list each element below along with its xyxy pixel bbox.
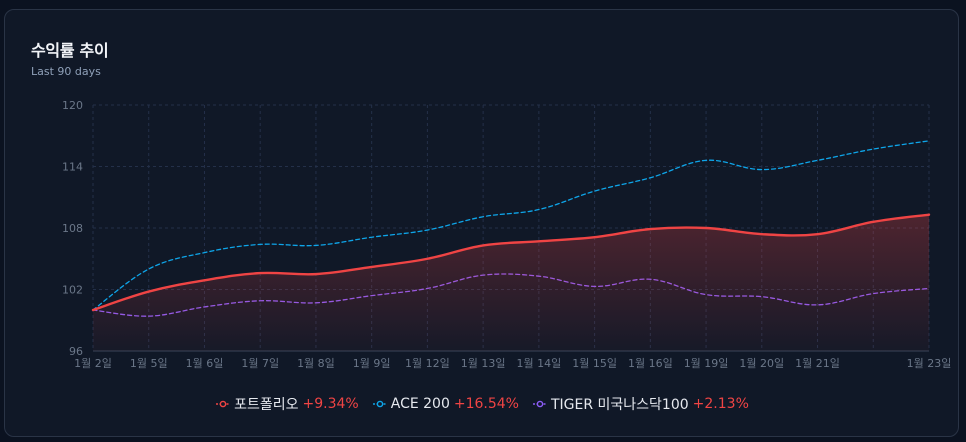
x-tick-label: 1월 12일	[405, 356, 450, 370]
chart-card: 수익률 추이 Last 90 days 96 102 108 114 120 1월 2일…	[4, 9, 959, 437]
y-tick-label: 120	[62, 99, 83, 112]
x-tick-label: 1월 23일	[907, 356, 952, 370]
legend-change: +2.13%	[692, 396, 749, 412]
legend-item-tiger-nasdaq100[interactable]: TIGER 미국나스닥100 +2.13%	[532, 394, 749, 414]
x-tick-label: 1월 13일	[461, 356, 506, 370]
legend-line-icon	[372, 400, 387, 408]
chart-title: 수익률 추이	[31, 41, 109, 60]
y-tick-label: 108	[62, 222, 83, 235]
legend-change: +9.34%	[302, 396, 359, 412]
series-area-포트폴리오	[93, 214, 929, 351]
y-axis: 96 102 108 114 120	[62, 99, 83, 358]
x-tick-label: 1월 5일	[130, 356, 168, 370]
x-tick-label: 1월 21일	[795, 356, 840, 370]
y-tick-label: 96	[69, 345, 83, 358]
x-tick-label: 1월 20일	[739, 356, 784, 370]
legend-line-icon	[216, 400, 231, 408]
legend-label: 포트폴리오	[234, 397, 299, 413]
x-tick-label: 1월 9일	[353, 356, 391, 370]
legend-line-icon	[532, 400, 547, 408]
legend-item-ace200[interactable]: ACE 200 +16.54%	[372, 394, 519, 414]
series-line-포트폴리오	[91, 213, 931, 312]
legend-label: TIGER 미국나스닥100	[550, 397, 689, 413]
y-tick-label: 114	[62, 161, 83, 174]
series	[91, 140, 931, 351]
legend-label: ACE 200	[390, 396, 450, 412]
line-chart: 96 102 108 114 120 1월 2일 1월 5일 1월 6일 1월 7일 1월 8일…	[62, 99, 952, 370]
x-axis: 1월 2일 1월 5일 1월 6일 1월 7일 1월 8일 1월 9일 1월 12일 1월 1…	[74, 350, 952, 370]
x-tick-label: 1월 19일	[684, 356, 729, 370]
x-tick-label: 1월 7일	[241, 356, 279, 370]
chart-subtitle: Last 90 days	[31, 65, 101, 78]
y-tick-label: 102	[62, 284, 83, 297]
series-line-ace-200	[92, 140, 930, 311]
x-tick-label: 1월 8일	[297, 356, 335, 370]
x-tick-label: 1월 6일	[186, 356, 224, 370]
x-tick-label: 1월 14일	[516, 356, 561, 370]
legend-change: +16.54%	[453, 396, 519, 412]
chart-legend: 포트폴리오 +9.34% ACE 200 +16.54% TIGER 미국나스닥…	[5, 394, 960, 414]
x-tick-label: 1월 2일	[74, 356, 112, 370]
legend-item-portfolio[interactable]: 포트폴리오 +9.34%	[216, 394, 359, 414]
x-tick-label: 1월 15일	[572, 356, 617, 370]
x-tick-label: 1월 16일	[628, 356, 673, 370]
